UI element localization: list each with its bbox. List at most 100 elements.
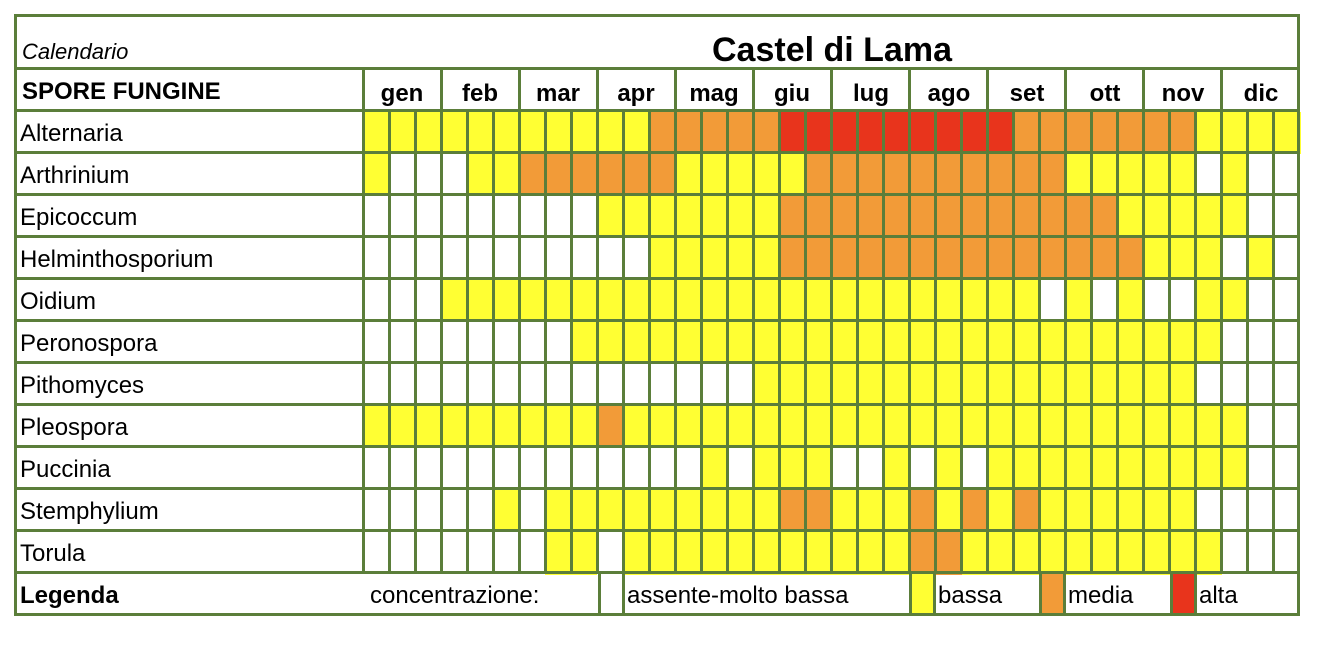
heat-cell (910, 448, 937, 491)
heat-cell (545, 238, 572, 281)
heat-cell (1274, 238, 1301, 281)
heat-cell (910, 322, 937, 365)
heat-cell (1196, 196, 1223, 239)
heat-cell (727, 448, 754, 491)
heat-cell (962, 532, 989, 575)
heat-cell (1170, 280, 1197, 323)
heat-cell (467, 238, 494, 281)
heat-cell (962, 322, 989, 365)
heat-cell (832, 112, 859, 155)
heat-cell (701, 448, 728, 491)
month-label-nov: nov (1161, 80, 1205, 107)
heat-cell (649, 238, 676, 281)
heat-cell (1170, 364, 1197, 407)
heat-cell (962, 490, 989, 533)
species-name: Torula (20, 540, 86, 567)
heat-cell (962, 364, 989, 407)
heat-cell (1144, 322, 1171, 365)
heat-cell (571, 280, 598, 323)
heat-cell (493, 532, 520, 575)
heat-cell (571, 238, 598, 281)
species-name: Arthrinium (20, 162, 130, 189)
heat-cell (1118, 322, 1145, 365)
week-divider (388, 109, 391, 574)
heat-cell (936, 196, 963, 239)
legend-item-label: alta (1199, 582, 1238, 609)
month-label-lug: lug (853, 80, 889, 107)
heat-cell (1066, 154, 1093, 197)
heat-cell (1170, 112, 1197, 155)
heat-cell (727, 364, 754, 407)
heat-cell (910, 532, 937, 575)
heat-cell (1274, 154, 1301, 197)
heat-cell (805, 238, 832, 281)
week-divider (1194, 109, 1197, 574)
heat-cell (988, 406, 1015, 449)
heat-cell (441, 490, 468, 533)
page-subtitle: Calendario (22, 39, 129, 64)
legend-band (14, 571, 1300, 616)
heat-cell (1014, 112, 1041, 155)
month-divider (596, 67, 599, 574)
heat-cell (701, 280, 728, 323)
heat-cell (675, 238, 702, 281)
heat-cell (1014, 238, 1041, 281)
legend-item-label: bassa (938, 582, 1003, 609)
heat-cell (884, 112, 911, 155)
heat-cell (988, 322, 1015, 365)
heat-cell (1014, 406, 1041, 449)
heat-cell (727, 112, 754, 155)
heat-cell (1196, 406, 1223, 449)
heat-cell (545, 322, 572, 365)
heat-cell (493, 196, 520, 239)
heat-cell (571, 364, 598, 407)
heat-cell (832, 532, 859, 575)
heat-cell (988, 280, 1015, 323)
heat-cell (597, 406, 624, 449)
month-label-feb: feb (462, 80, 498, 107)
legend-swatch (910, 574, 934, 616)
heat-cell (701, 532, 728, 575)
week-divider (856, 109, 859, 574)
heat-cell (623, 448, 650, 491)
heat-cell (519, 238, 546, 281)
legend-title: Legenda (20, 582, 119, 609)
heat-cell (805, 532, 832, 575)
week-divider (804, 109, 807, 574)
heat-cell (493, 322, 520, 365)
heat-cell (571, 322, 598, 365)
heat-cell (1118, 364, 1145, 407)
heat-cell (1274, 406, 1301, 449)
heat-cell (597, 532, 624, 575)
heat-cell (1170, 532, 1197, 575)
heat-cell (910, 490, 937, 533)
heat-cell (779, 532, 806, 575)
heat-cell (1040, 490, 1067, 533)
heat-cell (649, 406, 676, 449)
week-divider (726, 109, 729, 574)
week-divider (648, 109, 651, 574)
heat-cell (675, 448, 702, 491)
heat-cell (1066, 280, 1093, 323)
heat-cell (467, 322, 494, 365)
heat-cell (1040, 238, 1067, 281)
heat-cell (1196, 238, 1223, 281)
heat-cell (493, 112, 520, 155)
heat-cell (545, 196, 572, 239)
heat-cell (1040, 448, 1067, 491)
heat-cell (1118, 112, 1145, 155)
heat-cell (1014, 322, 1041, 365)
heat-cell (832, 280, 859, 323)
heat-cell (363, 364, 390, 407)
heat-cell (884, 490, 911, 533)
heat-cell (389, 280, 416, 323)
heat-cell (1014, 280, 1041, 323)
heat-cell (910, 280, 937, 323)
species-name: Alternaria (20, 120, 123, 147)
heat-cell (1014, 490, 1041, 533)
heat-cell (493, 406, 520, 449)
month-label-gen: gen (380, 80, 424, 107)
species-name: Helminthosporium (20, 246, 214, 273)
heat-cell (936, 112, 963, 155)
heat-cell (649, 280, 676, 323)
